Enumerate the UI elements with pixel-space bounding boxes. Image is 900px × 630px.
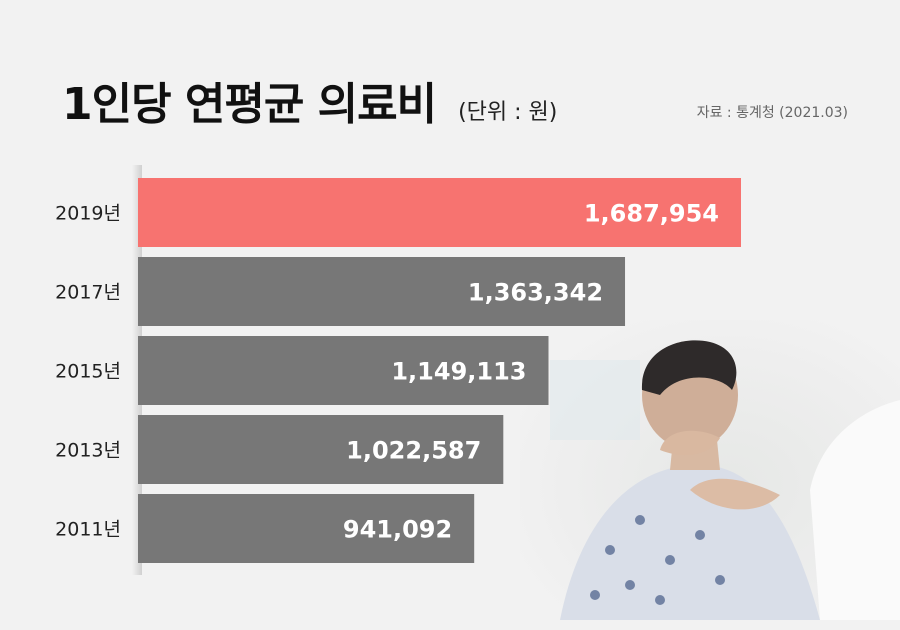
category-label-3: 2013년 [55, 440, 121, 462]
axis-shadow [132, 165, 142, 575]
category-label-2: 2015년 [55, 361, 121, 383]
bar-2 [138, 336, 549, 405]
value-label-2: 1,149,113 [391, 358, 526, 386]
category-label-4: 2011년 [55, 519, 121, 541]
value-label-0: 1,687,954 [584, 200, 719, 228]
bar-3 [138, 415, 504, 484]
category-label-0: 2019년 [55, 203, 121, 225]
value-label-1: 1,363,342 [468, 279, 603, 307]
bar-4 [138, 494, 475, 563]
patient-illustration-icon [550, 340, 900, 620]
source-label: 자료 : 통계청 (2021.03) [696, 105, 848, 121]
unit-label: (단위 : 원) [458, 100, 558, 125]
bar-1 [138, 257, 626, 326]
chart-header: 1인당 연평균 의료비 (단위 : 원) [62, 68, 557, 132]
bar-0 [138, 178, 741, 247]
category-label-1: 2017년 [55, 282, 121, 304]
value-label-4: 941,092 [343, 516, 452, 544]
value-label-3: 1,022,587 [346, 437, 481, 465]
patient-neck-pain-photo [520, 320, 900, 620]
chart-title: 1인당 연평균 의료비 [62, 79, 437, 130]
